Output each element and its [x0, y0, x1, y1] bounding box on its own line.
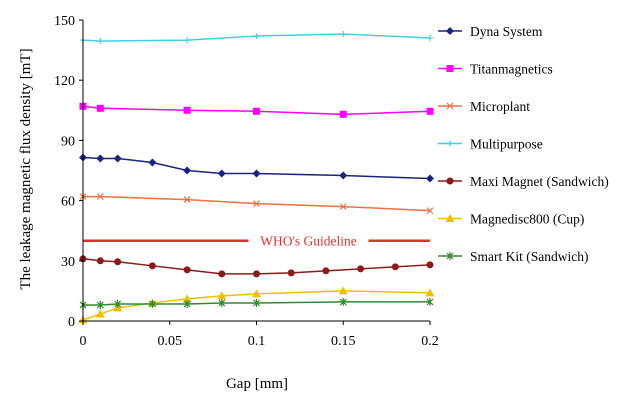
- data-point: [218, 270, 226, 278]
- data-point: [183, 106, 191, 114]
- data-point: [148, 158, 157, 167]
- y-tick-label: 60: [61, 195, 75, 210]
- data-point: [446, 177, 454, 185]
- legend-label: Dyna System: [470, 24, 543, 39]
- data-point: [183, 196, 191, 204]
- data-point: [426, 261, 434, 269]
- x-tick-label: 0.05: [158, 334, 183, 349]
- data-point: [97, 38, 104, 45]
- data-point: [253, 298, 260, 307]
- data-point: [357, 265, 365, 273]
- data-point: [183, 299, 191, 308]
- series-dyna-system: [79, 153, 434, 183]
- series-multipurpose: [80, 31, 433, 45]
- series-titanmagnetics: [79, 102, 434, 118]
- data-point: [426, 207, 434, 215]
- data-point: [253, 200, 260, 208]
- x-axis-label: Gap [mm]: [226, 376, 288, 392]
- x-tick-label: 0.2: [421, 334, 439, 349]
- data-point: [217, 169, 226, 178]
- data-point: [253, 107, 260, 115]
- data-point: [96, 154, 105, 163]
- data-point: [446, 102, 454, 110]
- legend-label: Titanmagnetics: [470, 62, 553, 77]
- legend: Dyna System Titanmagnetics Microplant Multi…: [438, 24, 609, 264]
- data-point: [446, 252, 454, 260]
- legend-label: Smart Kit (Sandwich): [470, 249, 588, 264]
- data-point: [391, 263, 399, 271]
- data-point: [339, 203, 347, 211]
- legend-item: Titanmagnetics: [438, 62, 553, 77]
- data-point: [95, 309, 105, 318]
- x-tick-label: 0: [80, 334, 87, 349]
- data-point: [339, 297, 347, 306]
- data-point: [253, 270, 260, 278]
- guideline-label: WHO's Guideline: [260, 234, 357, 249]
- data-point: [184, 37, 191, 44]
- data-point: [426, 297, 434, 306]
- y-axis-label: The leakage magnetic flux density [mT]: [18, 48, 34, 289]
- y-tick-label: 30: [61, 255, 75, 270]
- data-point: [148, 262, 156, 270]
- data-point: [447, 140, 453, 147]
- data-point: [426, 107, 434, 115]
- data-point: [114, 258, 122, 266]
- series-maxi-magnet-sandwich: [79, 255, 434, 278]
- data-point: [96, 300, 104, 309]
- x-tick-label: 0.15: [331, 334, 356, 349]
- data-point: [183, 166, 192, 175]
- data-point: [113, 154, 122, 163]
- y-tick-label: 0: [68, 315, 75, 330]
- data-point: [114, 299, 122, 308]
- data-point: [340, 31, 347, 38]
- data-point: [182, 294, 192, 303]
- legend-item: Maxi Magnet (Sandwich): [438, 174, 609, 189]
- data-point: [96, 193, 104, 201]
- series-line: [83, 195, 431, 212]
- legend-label: Multipurpose: [470, 137, 543, 152]
- data-point: [338, 286, 348, 295]
- data-point: [427, 35, 433, 42]
- legend-item: Magnedisc800 (Cup): [438, 212, 584, 227]
- data-point: [96, 104, 104, 112]
- series-smart-kit-sandwich: [79, 297, 434, 309]
- legend-item: Multipurpose: [438, 137, 543, 152]
- data-point: [287, 269, 295, 277]
- data-point: [426, 174, 434, 183]
- y-tick-label: 90: [61, 134, 75, 149]
- data-point: [339, 171, 348, 180]
- data-point: [252, 169, 261, 178]
- data-point: [183, 266, 191, 274]
- data-point: [425, 288, 435, 297]
- data-point: [96, 257, 104, 265]
- legend-item: Dyna System: [438, 24, 543, 39]
- legend-label: Magnedisc800 (Cup): [470, 212, 584, 227]
- data-point: [339, 110, 347, 118]
- data-point: [217, 291, 227, 300]
- y-tick-label: 120: [54, 74, 75, 89]
- x-tick-label: 0.1: [248, 334, 266, 349]
- data-point: [322, 267, 330, 275]
- axes: 0 30 60 90 120 150 0 0.05 0.1 0.15 0.2: [54, 14, 439, 349]
- data-point: [445, 214, 455, 222]
- data-point: [148, 299, 156, 308]
- legend-item: Microplant: [438, 99, 530, 114]
- y-tick-label: 150: [54, 14, 75, 29]
- legend-label: Microplant: [470, 99, 530, 114]
- legend-label: Maxi Magnet (Sandwich): [470, 174, 609, 189]
- legend-item: Smart Kit (Sandwich): [438, 249, 588, 264]
- data-point: [218, 298, 226, 307]
- series-microplant: [79, 193, 434, 215]
- plot-area: WHO's Guideline: [78, 31, 435, 324]
- data-point: [253, 33, 260, 40]
- data-point: [446, 27, 454, 35]
- data-point: [252, 289, 261, 298]
- data-point: [446, 65, 454, 72]
